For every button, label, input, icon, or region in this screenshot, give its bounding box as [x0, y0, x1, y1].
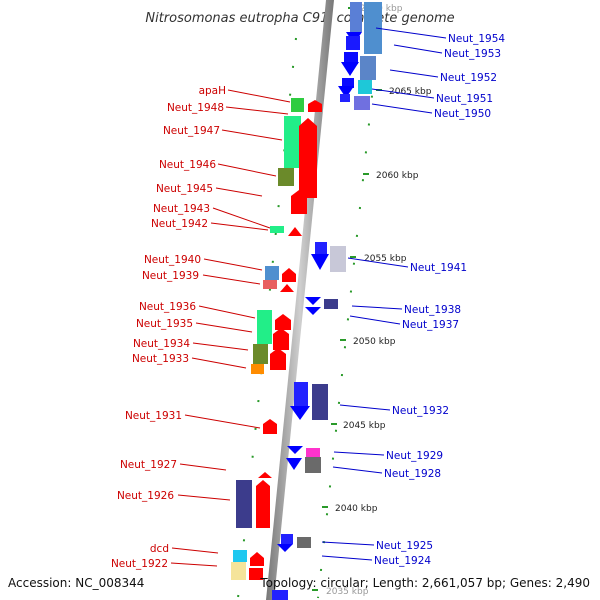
accession-text: Accession: NC_008344 — [8, 576, 144, 590]
gene-label: Neut_1928 — [384, 468, 441, 480]
gene-label: Neut_1927 — [120, 459, 177, 471]
right-connectors — [321, 27, 447, 561]
gene-label: Neut_1950 — [434, 108, 491, 120]
tick-label: 2065 kbp — [389, 87, 432, 97]
gene-label: Neut_1933 — [132, 353, 189, 365]
forward-genes — [231, 98, 322, 580]
gene-label: Neut_1940 — [144, 254, 201, 266]
gene-label: dcd — [150, 543, 169, 555]
gene-label: apaH — [199, 85, 226, 97]
gene-label: Neut_1938 — [404, 304, 461, 316]
gene-label: Neut_1925 — [376, 540, 433, 552]
tick-label-bottom: 2035 kbp — [326, 587, 369, 597]
tick-label: 2045 kbp — [343, 421, 386, 431]
gene-label: Neut_1937 — [402, 319, 459, 331]
gene-label: Neut_1936 — [139, 301, 196, 313]
gene-label: Neut_1922 — [111, 558, 168, 570]
right-track-dots — [317, 39, 379, 599]
gene-label: Neut_1932 — [392, 405, 449, 417]
gene-label: Neut_1934 — [133, 338, 190, 350]
right-gene-labels: Neut_1954 Neut_1953 Neut_1952 Neut_1951 … — [374, 33, 505, 567]
tick-label: 2040 kbp — [335, 504, 378, 514]
tick-label: 2050 kbp — [353, 337, 396, 347]
gene-label: Neut_1924 — [374, 555, 431, 567]
tick-label: 2060 kbp — [376, 171, 419, 181]
gene-label: Neut_1953 — [444, 48, 501, 60]
gene-label: Neut_1945 — [156, 183, 213, 195]
gene-label: Neut_1929 — [386, 450, 443, 462]
gene-label: Neut_1943 — [153, 203, 210, 215]
gene-label: Neut_1935 — [136, 318, 193, 330]
gene-label: Neut_1947 — [163, 125, 220, 137]
gene-label: Neut_1941 — [410, 262, 467, 274]
page-title: Nitrosomonas eutropha C91, complete geno… — [145, 11, 454, 26]
gene-label: Neut_1946 — [159, 159, 216, 171]
gene-label: Neut_1952 — [440, 72, 497, 84]
left-connectors — [170, 89, 291, 567]
gene-label: Neut_1939 — [142, 270, 199, 282]
genome-backbone — [266, 0, 334, 600]
left-gene-labels: apaH Neut_1948 Neut_1947 Neut_1946 Neut_… — [111, 85, 226, 570]
gene-label: Neut_1948 — [167, 102, 224, 114]
gene-label: Neut_1931 — [125, 410, 182, 422]
gene-label: Neut_1954 — [448, 33, 505, 45]
gene-label: Neut_1942 — [151, 218, 208, 230]
gene-label: Neut_1926 — [117, 490, 174, 502]
reverse-genes — [272, 2, 382, 600]
gene-label: Neut_1951 — [436, 93, 493, 105]
tick-label: 2055 kbp — [364, 254, 407, 264]
topology-text: Topology: circular; Length: 2,661,057 bp… — [259, 576, 590, 590]
